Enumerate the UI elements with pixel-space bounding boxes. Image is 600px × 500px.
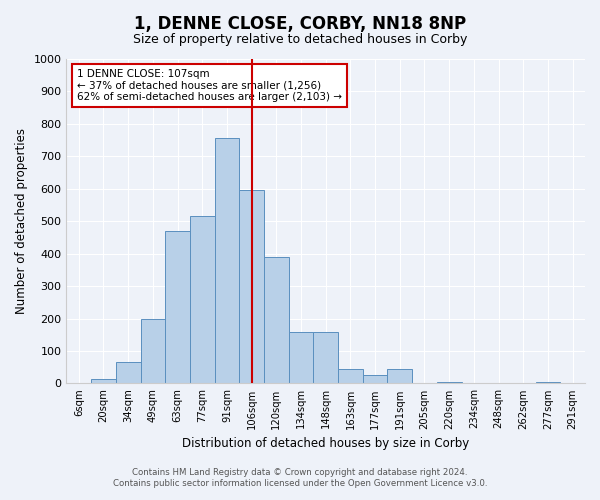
Text: Size of property relative to detached houses in Corby: Size of property relative to detached ho…	[133, 32, 467, 46]
X-axis label: Distribution of detached houses by size in Corby: Distribution of detached houses by size …	[182, 437, 469, 450]
Bar	[289, 332, 313, 384]
Bar	[264, 257, 289, 384]
Bar	[338, 369, 363, 384]
Bar	[313, 332, 338, 384]
Bar	[91, 378, 116, 384]
Bar	[363, 376, 388, 384]
Bar	[165, 231, 190, 384]
Text: 1, DENNE CLOSE, CORBY, NN18 8NP: 1, DENNE CLOSE, CORBY, NN18 8NP	[134, 15, 466, 33]
Bar	[536, 382, 560, 384]
Bar	[239, 190, 264, 384]
Bar	[116, 362, 140, 384]
Bar	[388, 369, 412, 384]
Bar	[437, 382, 461, 384]
Text: 1 DENNE CLOSE: 107sqm
← 37% of detached houses are smaller (1,256)
62% of semi-d: 1 DENNE CLOSE: 107sqm ← 37% of detached …	[77, 68, 342, 102]
Bar	[190, 216, 215, 384]
Bar	[215, 138, 239, 384]
Text: Contains HM Land Registry data © Crown copyright and database right 2024.
Contai: Contains HM Land Registry data © Crown c…	[113, 468, 487, 487]
Bar	[140, 318, 165, 384]
Y-axis label: Number of detached properties: Number of detached properties	[15, 128, 28, 314]
